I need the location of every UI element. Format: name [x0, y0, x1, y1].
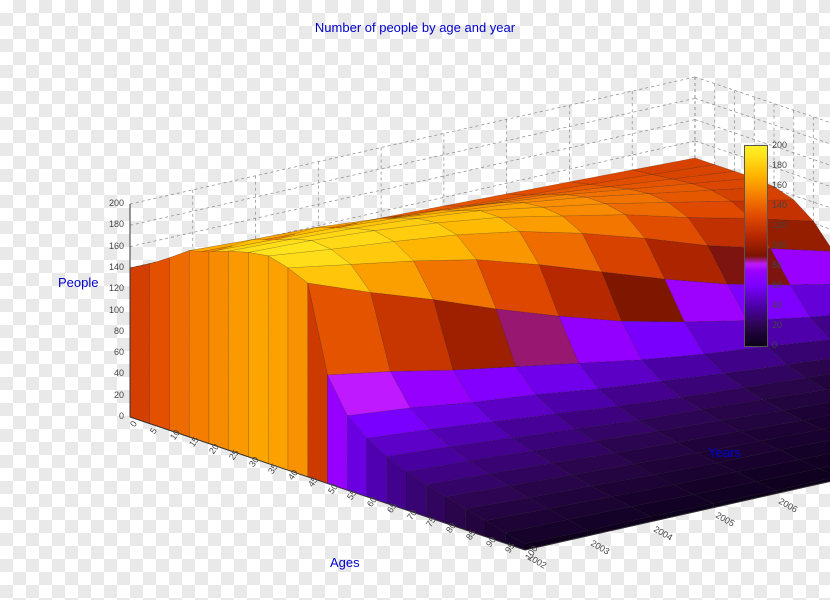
colorbar-tick: 140 [772, 200, 787, 210]
colorbar-tick: 0 [772, 340, 777, 350]
axis-tick: 40 [98, 368, 124, 378]
colorbar-tick: 100 [772, 240, 787, 250]
colorbar-tick: 120 [772, 220, 787, 230]
axis-tick: 0 [98, 411, 124, 421]
colorbar-tick: 80 [772, 260, 782, 270]
axis-tick: 100 [98, 305, 124, 315]
colorbar-tick: 160 [772, 180, 787, 190]
z-axis-label: People [58, 275, 98, 290]
chart-title: Number of people by age and year [0, 20, 830, 35]
axis-tick: 160 [98, 241, 124, 251]
axis-tick: 80 [98, 326, 124, 336]
colorbar-tick: 60 [772, 280, 782, 290]
colorbar-ticks: 020406080100120140160180200 [772, 145, 802, 345]
colorbar-tick: 40 [772, 300, 782, 310]
colorbar-tick: 200 [772, 140, 787, 150]
colorbar-tick: 20 [772, 320, 782, 330]
axis-tick: 60 [98, 347, 124, 357]
x-axis-label: Ages [330, 555, 360, 570]
colorbar-tick: 180 [772, 160, 787, 170]
axis-tick: 20 [98, 390, 124, 400]
axis-tick: 180 [98, 219, 124, 229]
axis-tick: 140 [98, 262, 124, 272]
y-axis-label: Years [708, 445, 741, 460]
axis-tick: 200 [98, 198, 124, 208]
colorbar [744, 145, 768, 347]
axis-tick: 120 [98, 283, 124, 293]
